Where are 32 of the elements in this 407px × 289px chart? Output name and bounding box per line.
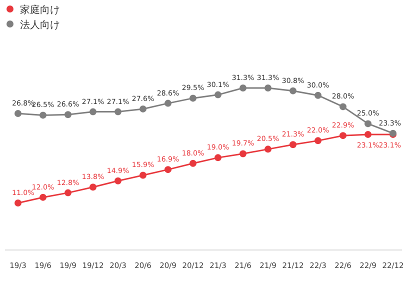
point <box>264 146 272 153</box>
legend-label: 家庭向け <box>20 4 60 16</box>
point <box>114 177 122 184</box>
point <box>340 132 346 140</box>
point <box>314 92 322 99</box>
point <box>290 141 296 148</box>
point <box>40 112 46 119</box>
point <box>240 84 246 92</box>
point <box>90 108 96 116</box>
point <box>364 130 372 138</box>
point <box>140 172 146 179</box>
point <box>214 91 222 98</box>
point <box>340 103 346 110</box>
point <box>14 200 22 206</box>
point <box>40 194 46 201</box>
point <box>164 166 172 174</box>
point <box>314 137 322 144</box>
point <box>90 184 96 191</box>
point <box>240 150 246 158</box>
point <box>214 154 222 162</box>
point <box>190 160 196 167</box>
point <box>140 105 146 112</box>
legend-label: 法人向け <box>20 19 60 31</box>
point <box>190 94 196 102</box>
point <box>14 110 22 117</box>
point <box>114 108 122 116</box>
point <box>290 87 296 94</box>
point <box>64 111 72 118</box>
point <box>64 189 72 196</box>
point <box>264 84 272 92</box>
point <box>164 100 172 107</box>
point <box>364 120 372 128</box>
